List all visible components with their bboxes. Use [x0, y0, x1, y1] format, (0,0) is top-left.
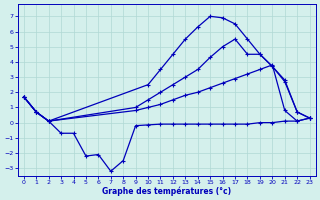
X-axis label: Graphe des températures (°c): Graphe des températures (°c)	[102, 186, 231, 196]
